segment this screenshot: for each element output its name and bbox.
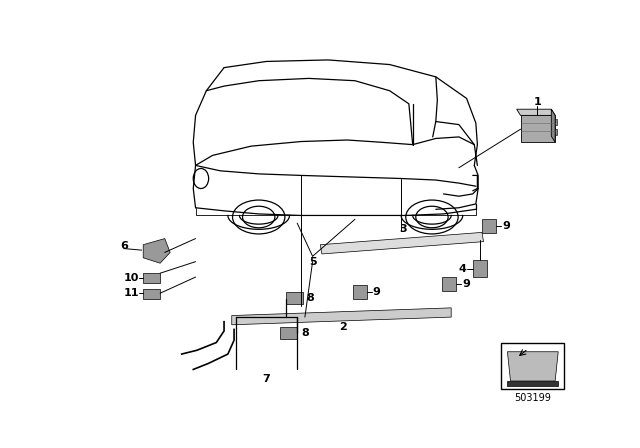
Text: 7: 7 bbox=[262, 374, 270, 383]
Text: 4: 4 bbox=[459, 263, 467, 274]
Polygon shape bbox=[280, 327, 297, 339]
Polygon shape bbox=[442, 277, 456, 291]
Text: 11: 11 bbox=[124, 288, 140, 298]
Text: 10: 10 bbox=[124, 273, 140, 283]
Text: 1: 1 bbox=[534, 96, 541, 107]
Text: 503199: 503199 bbox=[515, 393, 551, 403]
Polygon shape bbox=[555, 129, 557, 134]
Polygon shape bbox=[508, 352, 558, 381]
Polygon shape bbox=[232, 308, 451, 325]
Polygon shape bbox=[482, 220, 496, 233]
Polygon shape bbox=[285, 293, 303, 304]
Polygon shape bbox=[508, 381, 558, 386]
Text: 8: 8 bbox=[307, 293, 314, 303]
Text: 9: 9 bbox=[462, 279, 470, 289]
Polygon shape bbox=[353, 285, 367, 299]
Text: 3: 3 bbox=[399, 224, 407, 233]
Polygon shape bbox=[516, 109, 555, 116]
Text: 9: 9 bbox=[502, 221, 510, 231]
Polygon shape bbox=[320, 233, 484, 254]
Text: 2: 2 bbox=[340, 322, 348, 332]
Polygon shape bbox=[555, 119, 557, 125]
Polygon shape bbox=[143, 238, 170, 263]
Polygon shape bbox=[143, 273, 160, 283]
Text: 9: 9 bbox=[372, 287, 381, 297]
Polygon shape bbox=[143, 289, 160, 299]
Text: 5: 5 bbox=[308, 257, 316, 267]
Polygon shape bbox=[520, 116, 555, 142]
Polygon shape bbox=[473, 260, 486, 277]
Text: 8: 8 bbox=[301, 327, 308, 337]
Bar bbox=[501, 343, 564, 389]
Text: 6: 6 bbox=[120, 241, 128, 251]
Polygon shape bbox=[551, 109, 555, 142]
